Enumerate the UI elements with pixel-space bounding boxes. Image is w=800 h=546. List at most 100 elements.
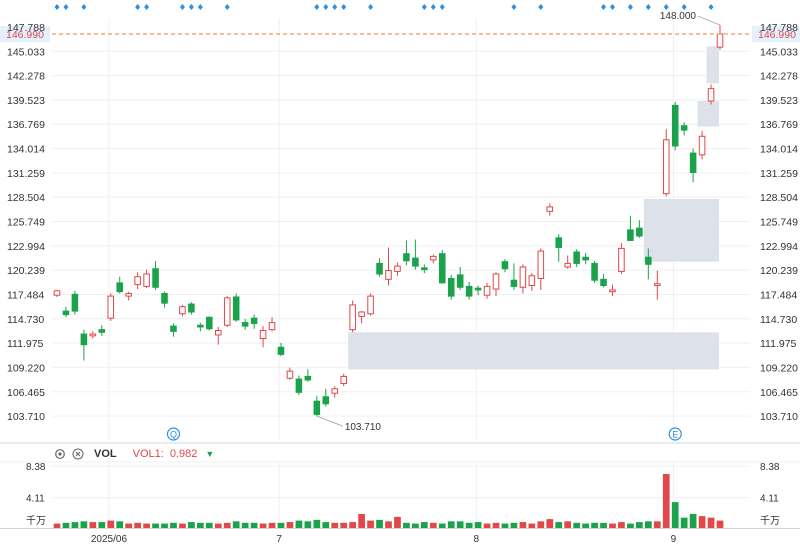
close-icon[interactable] [72, 448, 84, 460]
volume-bar [483, 523, 491, 528]
candle-body [537, 250, 545, 279]
event-dot-icon [601, 4, 607, 10]
indicator-name[interactable]: VOL [94, 448, 117, 460]
volume-bar [286, 522, 294, 528]
volume-bar [573, 522, 581, 528]
right-tick-label: 145.033 [760, 46, 798, 58]
volume-bar [358, 513, 365, 528]
volume-bar [412, 523, 419, 528]
volume-bar [510, 522, 518, 528]
candle-body [564, 262, 571, 268]
volume-unit-left: 千万 [26, 515, 46, 527]
event-dot-icon [144, 4, 150, 10]
candle-body [671, 104, 679, 147]
top-event-dots [54, 4, 714, 10]
volume-bar [447, 521, 455, 528]
event-dot-icon [627, 4, 633, 10]
candle-body [438, 253, 446, 284]
candle-body [349, 304, 356, 331]
gap-zone [348, 332, 719, 370]
high-annotation: 148.000 [660, 11, 697, 22]
event-dot-icon [421, 4, 427, 10]
gap-zone [706, 46, 719, 84]
candle-body [358, 311, 365, 317]
volume-bar [394, 516, 401, 528]
event-dot-icon [439, 4, 445, 10]
event-dot-icon [197, 4, 203, 10]
volume-bar [143, 523, 150, 528]
candle-body [107, 295, 115, 319]
volume-bar [438, 523, 446, 528]
volume-bar [546, 519, 554, 528]
volume-bar [340, 522, 348, 528]
low-leader-line [316, 415, 343, 427]
left-tick-label: 114.730 [7, 314, 44, 326]
left-tick-label: 136.769 [7, 119, 45, 131]
event-marker-label: Q [170, 430, 177, 440]
candle-body [62, 310, 70, 316]
candle-body [680, 125, 688, 131]
volume-bar [492, 522, 500, 528]
event-dot-icon [63, 4, 69, 10]
candle-body [645, 256, 652, 265]
candle-body [250, 317, 258, 324]
event-dot-icon [341, 4, 347, 10]
volume-bar [618, 522, 625, 528]
candle-body [340, 375, 347, 384]
last-price-label-left: 146.990 [6, 29, 44, 41]
right-tick-label: 109.220 [760, 362, 798, 374]
candle-body [143, 273, 150, 287]
left-tick-label: 128.504 [7, 192, 45, 204]
candle-body [197, 324, 204, 328]
high-leader-line [697, 15, 721, 26]
event-dot-icon [645, 4, 651, 10]
x-axis-labels: 2025/06 7 8 9 [91, 534, 677, 545]
volume-bar [250, 522, 258, 528]
event-marker-label: E [672, 430, 678, 440]
volume-bar [537, 521, 545, 528]
volume-bar [223, 522, 231, 528]
left-tick-label: 142.278 [7, 71, 45, 83]
left-tick-label: 139.523 [7, 95, 45, 107]
candles [53, 25, 724, 417]
volume-bar [259, 523, 267, 528]
event-dot-icon [179, 4, 185, 10]
volume-bar [707, 517, 715, 528]
candle-body [483, 285, 491, 296]
right-tick-label: 103.710 [760, 411, 798, 423]
volume-bar [653, 521, 661, 528]
candle-body [456, 274, 464, 288]
volume-bar [89, 522, 97, 528]
candle-body [698, 135, 706, 156]
left-tick-label: 122.994 [7, 241, 45, 253]
left-tick-label: 106.465 [7, 387, 45, 399]
settings-icon[interactable] [54, 448, 66, 460]
volume-tick-right: 8.38 [760, 462, 780, 473]
candle-body [223, 297, 231, 326]
last-price-tag-left [0, 25, 50, 42]
candle-body [376, 262, 383, 275]
volume-bar [241, 522, 249, 528]
event-marker-circle [166, 427, 181, 441]
x-tick-label: 8 [474, 534, 480, 545]
event-dot-icon [81, 4, 87, 10]
volume-grid [52, 462, 750, 528]
volume-bar [385, 521, 392, 528]
candle-body [636, 227, 643, 237]
volume-bar [313, 519, 321, 528]
candle-body [654, 283, 661, 287]
volume-bar [716, 520, 724, 528]
down-triangle-icon: ▼ [205, 449, 215, 459]
volume-toolbar: VOL VOL1: 0.982 ▼ [54, 446, 214, 462]
volume-bar [62, 522, 70, 528]
candle-body [510, 279, 518, 287]
volume-bar [591, 522, 598, 528]
volume-bar [349, 522, 357, 528]
right-tick-label: 128.504 [760, 192, 798, 204]
candle-body [600, 278, 607, 287]
candle-body [179, 306, 186, 315]
candle-body [367, 295, 374, 315]
event-dot-icon [332, 4, 338, 10]
